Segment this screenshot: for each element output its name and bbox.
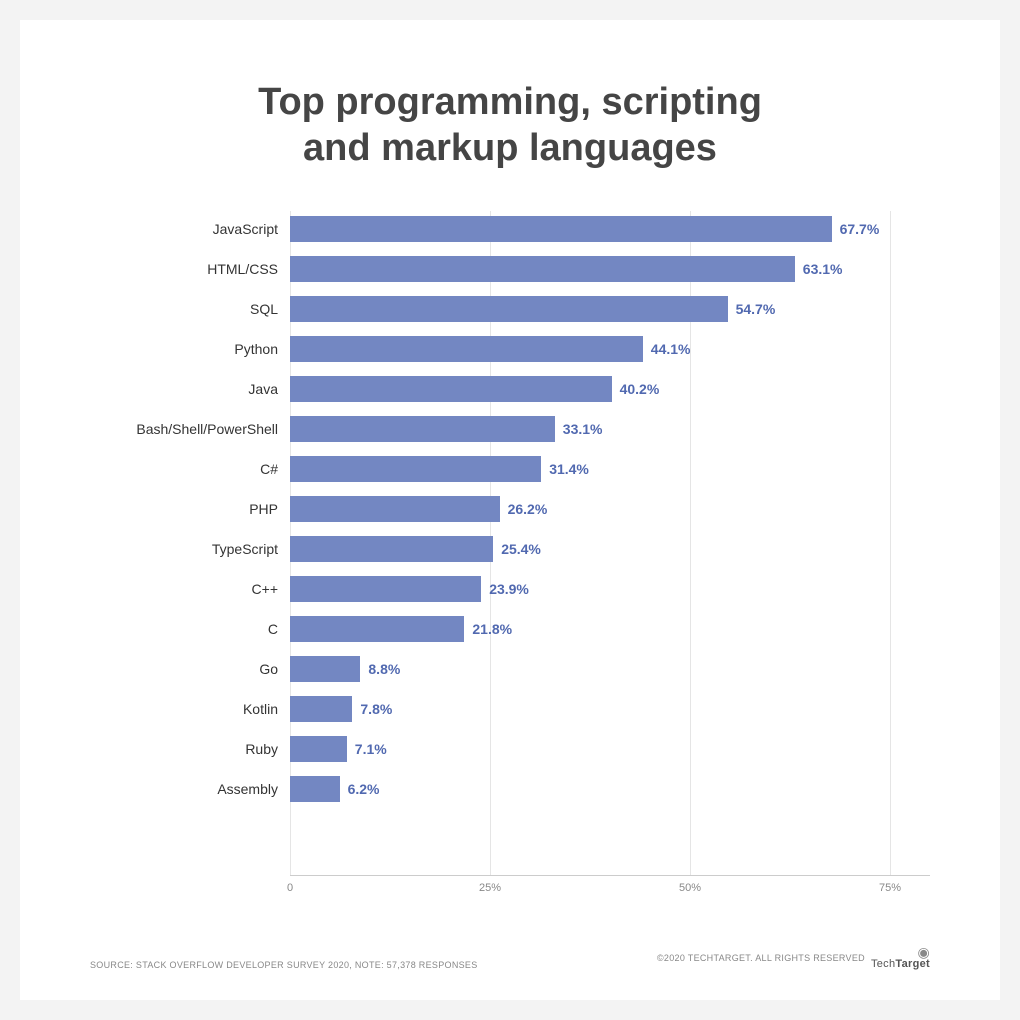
value-label: 7.8%: [352, 701, 392, 717]
bar-row: C# 31.4%: [90, 451, 930, 487]
bar-row: Kotlin 7.8%: [90, 691, 930, 727]
value-label: 23.9%: [481, 581, 529, 597]
value-label: 8.8%: [360, 661, 400, 677]
bar-row: PHP 26.2%: [90, 491, 930, 527]
bar-row: C 21.8%: [90, 611, 930, 647]
bars-container: JavaScript 67.7% HTML/CSS 63.1% SQL 54.7% Pyth…: [90, 211, 930, 875]
value-label: 26.2%: [500, 501, 548, 517]
chart-card: Top programming, scripting and markup la…: [20, 20, 1000, 1000]
bar-plot: 21.8%: [290, 611, 930, 647]
category-label: Kotlin: [90, 701, 290, 717]
bar-plot: 67.7%: [290, 211, 930, 247]
value-label: 31.4%: [541, 461, 589, 477]
value-label: 33.1%: [555, 421, 603, 437]
category-label: SQL: [90, 301, 290, 317]
bar: [290, 336, 643, 362]
bar: [290, 576, 481, 602]
category-label: JavaScript: [90, 221, 290, 237]
bar-plot: 6.2%: [290, 771, 930, 807]
bar: [290, 696, 352, 722]
x-tick-label: 75%: [879, 882, 901, 894]
bar-plot: 26.2%: [290, 491, 930, 527]
category-label: Bash/Shell/PowerShell: [90, 421, 290, 437]
category-label: Java: [90, 381, 290, 397]
category-label: Assembly: [90, 781, 290, 797]
bar: [290, 216, 832, 242]
chart-area: JavaScript 67.7% HTML/CSS 63.1% SQL 54.7% Pyth…: [90, 211, 930, 905]
category-label: HTML/CSS: [90, 261, 290, 277]
bar: [290, 416, 555, 442]
bar: [290, 496, 500, 522]
bar: [290, 536, 493, 562]
bar-row: Ruby 7.1%: [90, 731, 930, 767]
bar-plot: 7.8%: [290, 691, 930, 727]
bar-plot: 44.1%: [290, 331, 930, 367]
bar-row: Assembly 6.2%: [90, 771, 930, 807]
category-label: PHP: [90, 501, 290, 517]
category-label: C#: [90, 461, 290, 477]
logo-text: TechTarget: [871, 959, 930, 970]
bar: [290, 776, 340, 802]
bar: [290, 456, 541, 482]
bar-row: Go 8.8%: [90, 651, 930, 687]
x-tick-label: 0: [287, 882, 293, 894]
bar-plot: 7.1%: [290, 731, 930, 767]
bar-plot: 40.2%: [290, 371, 930, 407]
value-label: 25.4%: [493, 541, 541, 557]
techtarget-logo: ◉ TechTarget: [871, 945, 930, 970]
footer-right: ©2020 TECHTARGET. ALL RIGHTS RESERVED ◉ …: [657, 945, 930, 970]
value-label: 44.1%: [643, 341, 691, 357]
category-label: C++: [90, 581, 290, 597]
bar-row: Python 44.1%: [90, 331, 930, 367]
category-label: Go: [90, 661, 290, 677]
bar-plot: 63.1%: [290, 251, 930, 287]
value-label: 54.7%: [728, 301, 776, 317]
bar: [290, 656, 360, 682]
category-label: C: [90, 621, 290, 637]
bar: [290, 616, 464, 642]
bar-plot: 23.9%: [290, 571, 930, 607]
value-label: 63.1%: [795, 261, 843, 277]
category-label: TypeScript: [90, 541, 290, 557]
x-tick-label: 50%: [679, 882, 701, 894]
source-note: SOURCE: STACK OVERFLOW DEVELOPER SURVEY …: [90, 960, 478, 970]
bar-row: JavaScript 67.7%: [90, 211, 930, 247]
chart-title: Top programming, scripting and markup la…: [90, 80, 930, 171]
value-label: 40.2%: [612, 381, 660, 397]
bar-row: Bash/Shell/PowerShell 33.1%: [90, 411, 930, 447]
x-tick-label: 25%: [479, 882, 501, 894]
bar-row: HTML/CSS 63.1%: [90, 251, 930, 287]
value-label: 7.1%: [347, 741, 387, 757]
bar: [290, 296, 728, 322]
chart-footer: SOURCE: STACK OVERFLOW DEVELOPER SURVEY …: [90, 945, 930, 970]
value-label: 67.7%: [832, 221, 880, 237]
bar-row: TypeScript 25.4%: [90, 531, 930, 567]
bar: [290, 256, 795, 282]
x-axis: 0 25% 50% 75%: [90, 875, 930, 905]
bar-row: SQL 54.7%: [90, 291, 930, 327]
bar-plot: 25.4%: [290, 531, 930, 567]
value-label: 6.2%: [340, 781, 380, 797]
bar-plot: 33.1%: [290, 411, 930, 447]
x-axis-ticks: 0 25% 50% 75%: [290, 875, 930, 905]
bar: [290, 736, 347, 762]
bar-plot: 54.7%: [290, 291, 930, 327]
category-label: Ruby: [90, 741, 290, 757]
copyright-text: ©2020 TECHTARGET. ALL RIGHTS RESERVED: [657, 953, 865, 963]
eye-icon: ◉: [917, 945, 930, 959]
bar-row: C++ 23.9%: [90, 571, 930, 607]
bar-plot: 31.4%: [290, 451, 930, 487]
category-label: Python: [90, 341, 290, 357]
bar-plot: 8.8%: [290, 651, 930, 687]
bar-row: Java 40.2%: [90, 371, 930, 407]
bar: [290, 376, 612, 402]
value-label: 21.8%: [464, 621, 512, 637]
